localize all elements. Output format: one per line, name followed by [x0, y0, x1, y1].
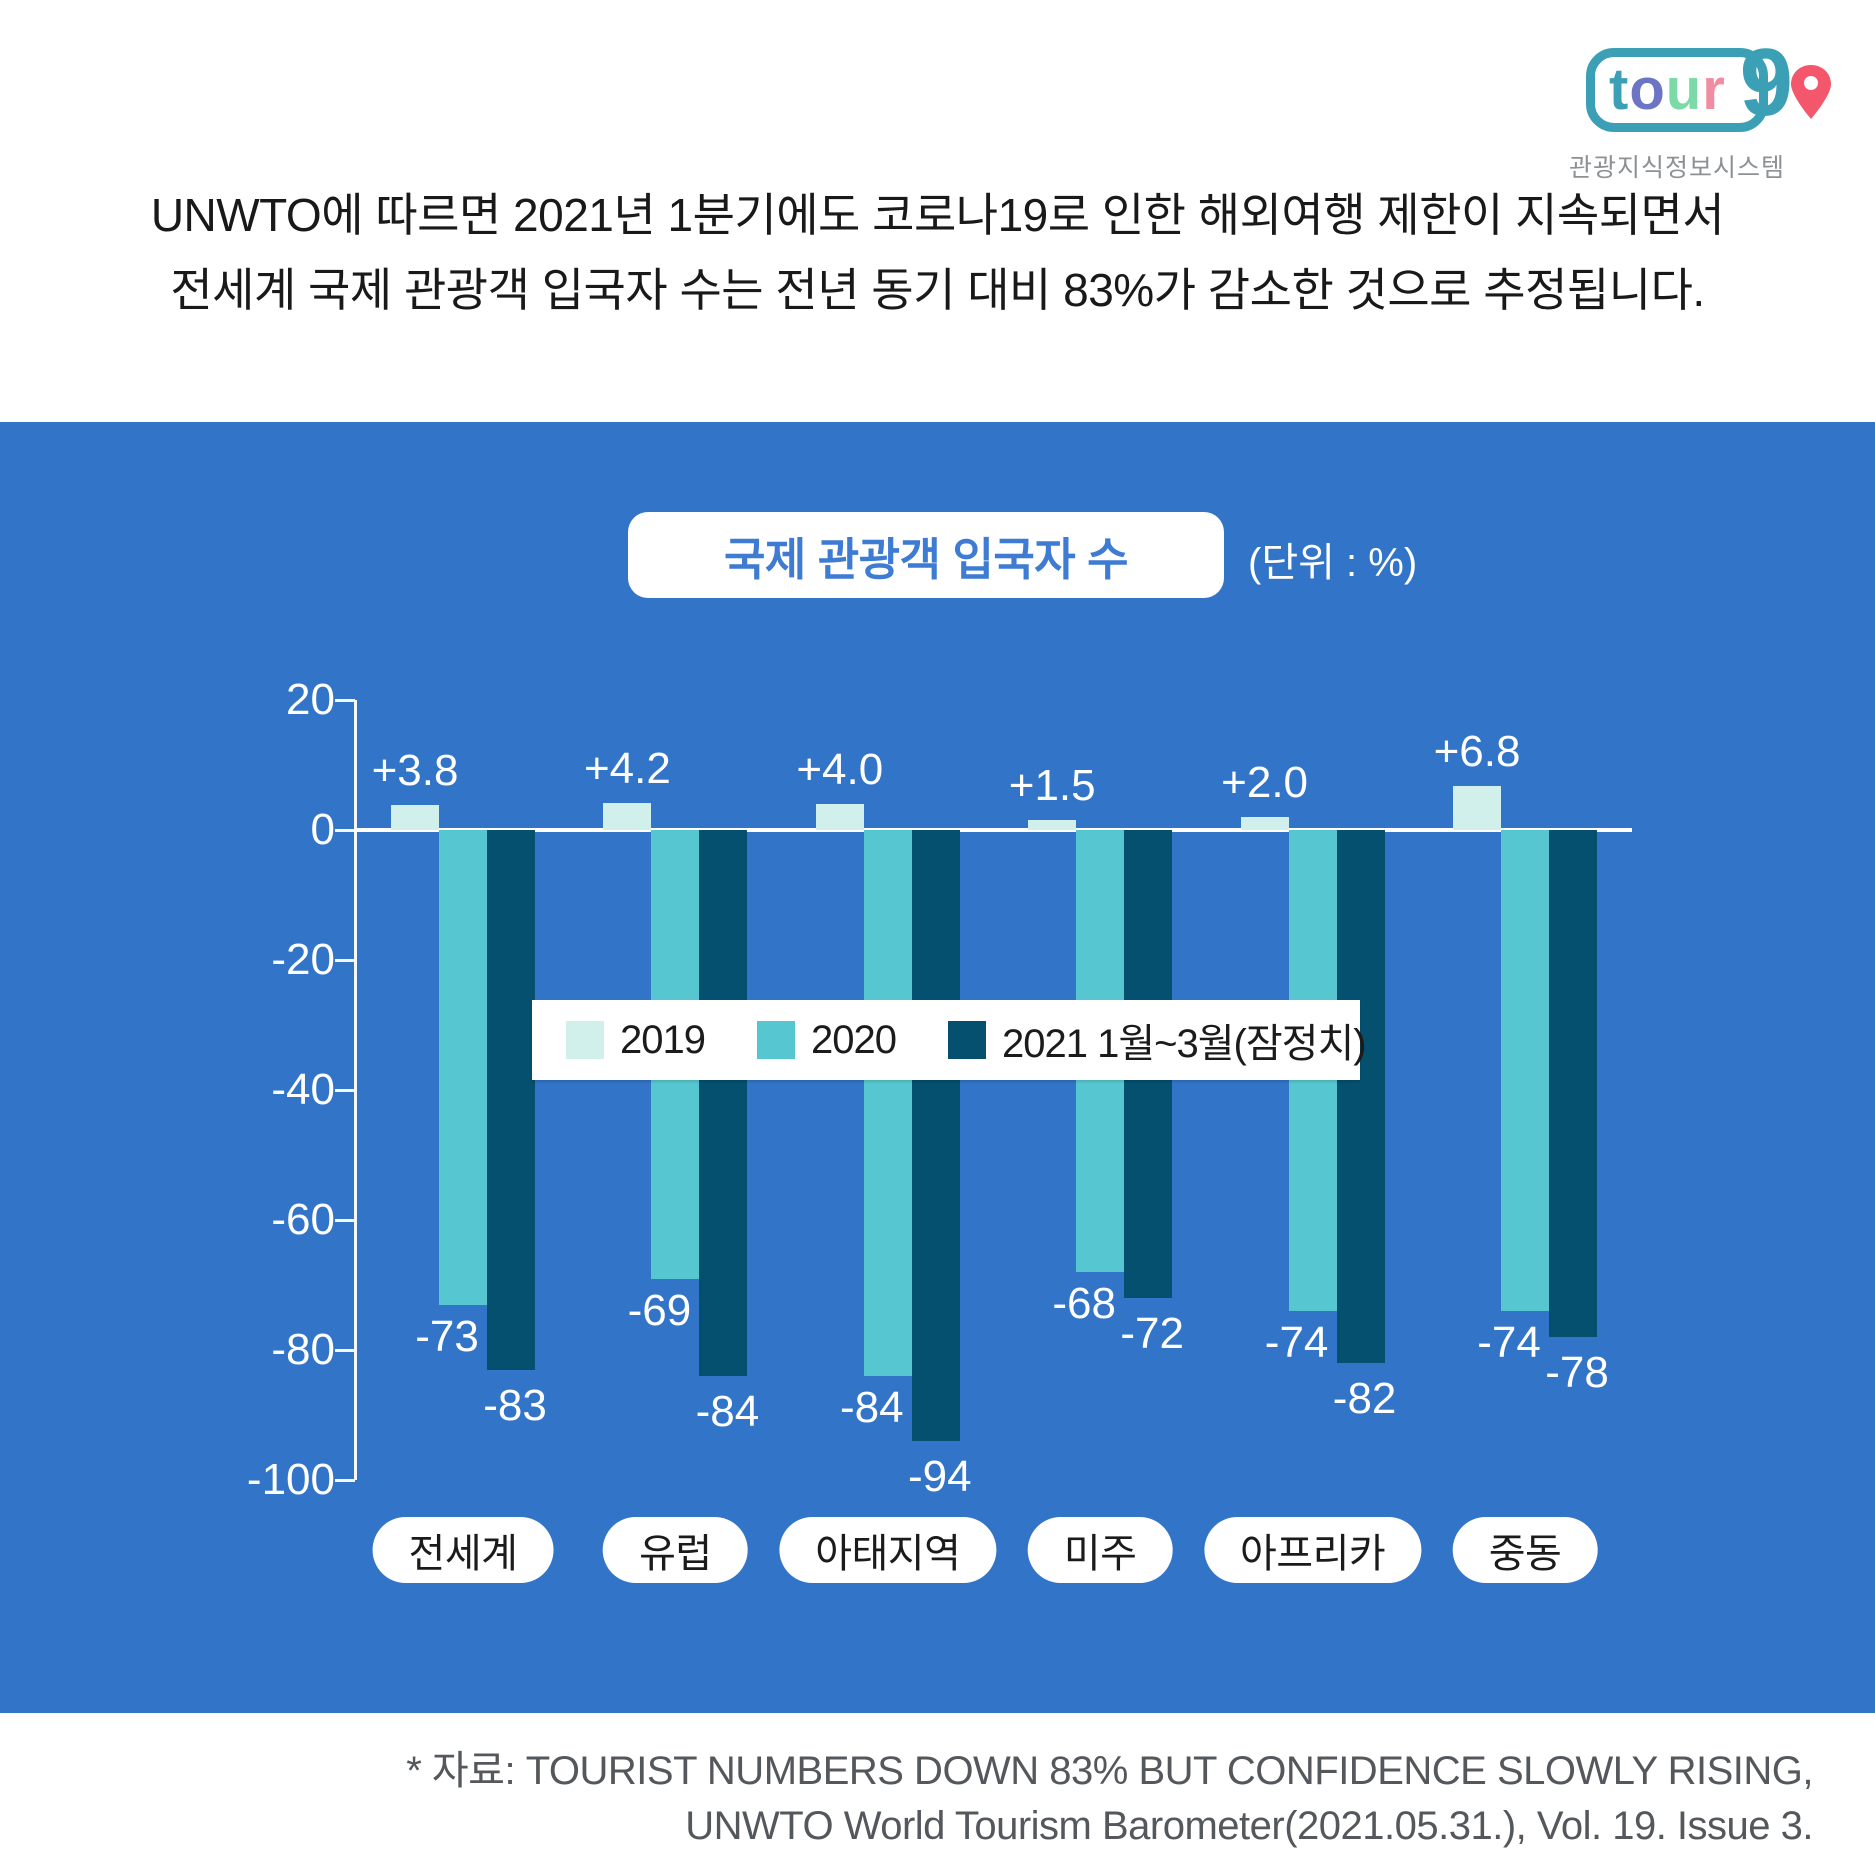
- legend-label: 2021 1월~3월(잠정치): [1001, 1022, 1367, 1066]
- value-label-2020-중동: -74: [1477, 1318, 1541, 1367]
- bar-20211월~3월(잠정치)-전세계: [487, 830, 535, 1370]
- value-label-2020-아프리카: -74: [1264, 1318, 1329, 1367]
- logo-letter-u: u: [1665, 57, 1703, 122]
- legend-swatch: [566, 1021, 604, 1059]
- bar-20211월~3월(잠정치)-아프리카: [1336, 830, 1385, 1363]
- y-tick-mark: [335, 1478, 355, 1482]
- value-label-2020-아태지역: -84: [840, 1383, 904, 1432]
- value-label-20211월~3월(잠정치)-유럽: -84: [695, 1387, 760, 1436]
- category-pill-미주: 미주: [1027, 1517, 1173, 1583]
- legend-item-2019: 2019: [566, 1017, 706, 1063]
- logo-letter-r: r: [1702, 57, 1726, 122]
- bar-20211월~3월(잠정치)-중동: [1549, 830, 1597, 1337]
- headline-line-2: 전세계 국제 관광객 입국자 수는 전년 동기 대비 83%가 감소한 것으로 …: [170, 263, 1705, 316]
- bar-chart-plot: 20 0 -20 -40 -60 -80 -100 +3.8 -73 -83 전세계 +4.2 -69 -…: [0, 422, 1875, 1713]
- bar-2019-미주: [1028, 820, 1077, 830]
- value-label-20211월~3월(잠정치)-아태지역: -94: [908, 1452, 972, 1501]
- value-label-2019-아태지역: +4.0: [796, 745, 884, 794]
- category-pill-유럽: 유럽: [603, 1517, 748, 1583]
- value-label-20211월~3월(잠정치)-전세계: -83: [483, 1380, 547, 1430]
- legend-label: 2019: [620, 1017, 706, 1062]
- value-label-2019-유럽: +4.2: [583, 743, 671, 793]
- value-label-2019-미주: +1.5: [1008, 761, 1096, 811]
- chart-title-box: 국제 관광객 입국자 수: [628, 512, 1224, 598]
- value-label-2019-중동: +6.8: [1433, 726, 1521, 776]
- y-tick-mark: [335, 1348, 355, 1352]
- y-tick-label-0: 0: [310, 805, 335, 854]
- chart-title: 국제 관광객 입국자 수: [723, 533, 1129, 585]
- source-line-1: * 자료: TOURIST NUMBERS DOWN 83% BUT CONFI…: [406, 1749, 1813, 1793]
- value-label-20211월~3월(잠정치)-중동: -78: [1545, 1348, 1609, 1397]
- category-pill-전세계: 전세계: [372, 1517, 554, 1583]
- value-label-2020-전세계: -73: [415, 1311, 479, 1361]
- value-label-20211월~3월(잠정치)-미주: -72: [1120, 1309, 1184, 1358]
- bar-20211월~3월(잠정치)-아태지역: [911, 830, 960, 1441]
- logo-letter-o: o: [1629, 57, 1666, 122]
- legend-item-2020: 2020: [756, 1017, 897, 1063]
- bar-2019-전세계: [391, 805, 439, 830]
- y-tick-label--60: -60: [271, 1195, 335, 1244]
- y-tick-mark: [335, 1088, 355, 1092]
- y-tick-label-20: 20: [286, 675, 335, 724]
- y-tick-label--20: -20: [271, 935, 335, 984]
- headline: UNWTO에 따르면 2021년 1분기에도 코로나19로 인한 해외여행 제한…: [0, 178, 1875, 327]
- unit-label: (단위 : %): [1248, 541, 1418, 585]
- tourgo-logo: tour 9 관광지식정보시스템: [1537, 35, 1831, 184]
- bar-20211월~3월(잠정치)-유럽: [699, 830, 748, 1376]
- logo-letter-t: t: [1609, 57, 1630, 122]
- zero-baseline: [354, 828, 1632, 832]
- value-label-2019-전세계: +3.8: [371, 746, 459, 796]
- value-label-2020-유럽: -69: [627, 1285, 692, 1335]
- value-label-2020-미주: -68: [1052, 1279, 1116, 1328]
- value-label-20211월~3월(잠정치)-아프리카: -82: [1332, 1374, 1397, 1423]
- chart-panel: 국제 관광객 입국자 수 (단위 : %) 20 0 -20 -40 -60 -80 -10…: [0, 422, 1875, 1713]
- chart-legend: 2019 2020 2021 1월~3월(잠정치): [532, 1000, 1367, 1080]
- bar-2020-아태지역: [863, 830, 912, 1376]
- y-tick-label--80: -80: [271, 1325, 335, 1374]
- y-tick-mark: [335, 828, 355, 832]
- y-tick-mark: [335, 958, 355, 962]
- y-tick-label--40: -40: [271, 1065, 335, 1114]
- legend-item-20211월~3월(잠정치): 2021 1월~3월(잠정치): [947, 1011, 1367, 1069]
- bar-2019-아태지역: [815, 804, 864, 830]
- value-label-2019-아프리카: +2.0: [1221, 758, 1309, 807]
- logo-g-glyph: 9: [1739, 29, 1793, 136]
- location-pin-icon: [1789, 63, 1833, 126]
- legend-swatch: [947, 1021, 986, 1059]
- bar-2019-아프리카: [1240, 817, 1289, 830]
- source-line-2: UNWTO World Tourism Barometer(2021.05.31…: [685, 1804, 1813, 1849]
- category-pill-아프리카: 아프리카: [1203, 1517, 1422, 1583]
- legend-swatch: [756, 1021, 795, 1059]
- logo-rounded-frame: tour 9: [1586, 35, 1831, 132]
- bar-2020-중동: [1501, 830, 1549, 1311]
- y-tick-mark: [335, 1218, 355, 1222]
- logo-caption: 관광지식정보시스템: [1568, 154, 1785, 182]
- y-tick-label--100: -100: [246, 1455, 335, 1504]
- bar-2020-전세계: [439, 830, 487, 1305]
- source-citation: * 자료: TOURIST NUMBERS DOWN 83% BUT CONFI…: [406, 1744, 1813, 1854]
- logo-wordmark: tour: [1609, 61, 1726, 119]
- headline-line-1: UNWTO에 따르면 2021년 1분기에도 코로나19로 인한 해외여행 제한…: [150, 189, 1725, 241]
- y-axis-spine: [354, 700, 357, 1480]
- category-pill-아태지역: 아태지역: [779, 1517, 997, 1583]
- legend-label: 2020: [810, 1017, 897, 1062]
- y-tick-mark: [335, 698, 355, 702]
- bar-2019-유럽: [603, 802, 652, 830]
- category-pill-중동: 중동: [1452, 1517, 1598, 1583]
- bar-2019-중동: [1453, 785, 1501, 830]
